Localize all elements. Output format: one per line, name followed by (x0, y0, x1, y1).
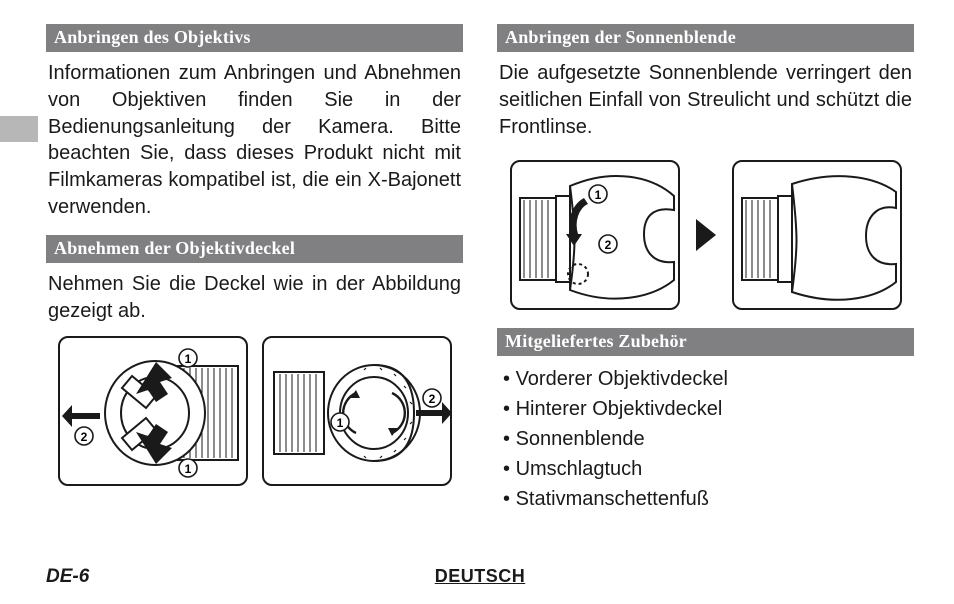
left-column: Anbringen des Objektivs Informationen zu… (46, 24, 463, 546)
marker-two: 2 (80, 430, 87, 444)
marker-one-d: 1 (594, 188, 601, 202)
section-heading-remove-caps: Abnehmen der Objektivdeckel (46, 235, 463, 263)
marker-one-b: 1 (184, 462, 191, 476)
list-item: Vorderer Objektivdeckel (503, 364, 912, 394)
list-item: Hinterer Objektivdeckel (503, 394, 912, 424)
marker-two-b: 2 (428, 392, 435, 406)
marker-one-c: 1 (336, 416, 343, 430)
section-body-attach-hood: Die aufgesetzte Sonnenblende verringert … (499, 60, 912, 140)
hood-mount-diagram: 1 2 (510, 160, 680, 310)
section-heading-accessories: Mitgeliefertes Zubehör (497, 328, 914, 356)
sequence-arrow-icon (694, 215, 718, 255)
marker-one: 1 (184, 352, 191, 366)
hood-mounted-diagram (732, 160, 902, 310)
list-item: Stativmanschettenfuß (503, 484, 912, 514)
rear-cap-removal-diagram: 1 2 (262, 336, 452, 486)
section-body-remove-caps: Nehmen Sie die Deckel wie in der Abbil­d… (48, 271, 461, 325)
list-item: Umschlagtuch (503, 454, 912, 484)
marker-two-c: 2 (604, 238, 611, 252)
language-label: DEUTSCH (435, 566, 526, 587)
attach-hood-illustrations: 1 2 (497, 160, 914, 310)
page-number: DE-6 (46, 566, 89, 588)
front-cap-removal-diagram: 1 1 2 (58, 336, 248, 486)
columns: Anbringen des Objektivs Informationen zu… (46, 24, 914, 546)
section-heading-attach-hood: Anbringen der Sonnenblende (497, 24, 914, 52)
page-footer: DE-6 DEUTSCH (46, 566, 914, 588)
accessories-list: Vorderer Objektivdeckel Hinterer Objekti… (503, 364, 912, 514)
remove-caps-illustrations: 1 1 2 (46, 336, 463, 486)
section-body-attach-lens: Informationen zum Anbringen und Ab­nehme… (48, 60, 461, 221)
manual-page: Anbringen des Objektivs Informationen zu… (0, 0, 954, 604)
side-tab (0, 116, 38, 142)
right-column: Anbringen der Sonnenblende Die aufgesetz… (497, 24, 914, 546)
section-heading-attach-lens: Anbringen des Objektivs (46, 24, 463, 52)
list-item: Sonnenblende (503, 424, 912, 454)
